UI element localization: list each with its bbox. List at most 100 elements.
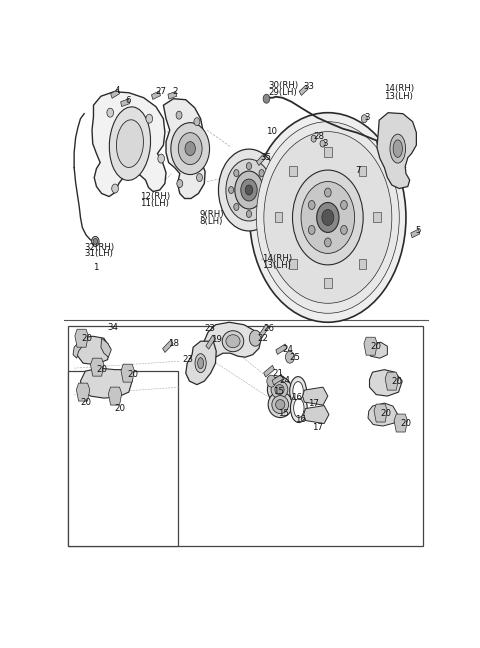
Polygon shape <box>75 329 88 347</box>
Polygon shape <box>76 383 90 401</box>
Polygon shape <box>302 387 328 405</box>
Text: 11(LH): 11(LH) <box>140 199 169 208</box>
Text: 30(RH): 30(RH) <box>268 81 299 89</box>
Text: 12(RH): 12(RH) <box>140 192 170 201</box>
Bar <box>68 371 178 546</box>
Bar <box>68 326 423 546</box>
Text: 28: 28 <box>314 132 324 141</box>
Text: 19: 19 <box>211 335 222 344</box>
Polygon shape <box>385 372 398 390</box>
Circle shape <box>377 138 382 145</box>
Text: 16: 16 <box>291 393 302 402</box>
Ellipse shape <box>198 358 204 369</box>
Circle shape <box>308 200 315 209</box>
Text: 4: 4 <box>115 86 120 95</box>
Circle shape <box>171 122 210 174</box>
Text: 9(RH): 9(RH) <box>200 211 224 220</box>
Text: 5: 5 <box>415 226 421 235</box>
Text: 31(LH): 31(LH) <box>84 249 113 259</box>
Polygon shape <box>377 113 416 189</box>
Text: 8(LH): 8(LH) <box>200 217 223 226</box>
Ellipse shape <box>390 134 406 163</box>
Text: 25: 25 <box>289 353 300 362</box>
Circle shape <box>234 203 239 211</box>
Circle shape <box>267 375 276 387</box>
Circle shape <box>324 238 331 247</box>
Polygon shape <box>256 155 265 165</box>
Polygon shape <box>370 369 402 396</box>
Polygon shape <box>163 98 205 198</box>
Circle shape <box>235 171 263 209</box>
Circle shape <box>361 115 367 122</box>
Ellipse shape <box>117 120 144 167</box>
Circle shape <box>226 159 272 221</box>
Text: 3: 3 <box>364 113 370 122</box>
Polygon shape <box>77 336 110 365</box>
Polygon shape <box>101 338 111 357</box>
Polygon shape <box>92 92 166 196</box>
Ellipse shape <box>275 385 284 395</box>
Circle shape <box>194 118 200 126</box>
Ellipse shape <box>267 376 291 402</box>
Text: 20: 20 <box>128 370 139 379</box>
Bar <box>359 259 366 269</box>
Circle shape <box>308 226 315 235</box>
Ellipse shape <box>294 399 304 417</box>
Bar <box>275 213 282 222</box>
Text: 26: 26 <box>264 324 275 332</box>
Polygon shape <box>120 99 130 106</box>
Ellipse shape <box>268 391 292 417</box>
Circle shape <box>317 202 339 233</box>
Bar <box>289 259 297 269</box>
Polygon shape <box>364 337 377 355</box>
Bar <box>324 279 332 288</box>
Text: 17: 17 <box>309 399 320 408</box>
Circle shape <box>259 203 264 211</box>
Polygon shape <box>91 358 104 376</box>
Text: 14(RH): 14(RH) <box>384 84 415 93</box>
Ellipse shape <box>222 330 244 352</box>
Bar <box>289 166 297 176</box>
Bar <box>324 146 332 157</box>
Text: 14(RH): 14(RH) <box>262 254 292 263</box>
Circle shape <box>250 113 406 322</box>
Polygon shape <box>304 406 329 424</box>
Ellipse shape <box>272 395 288 413</box>
Circle shape <box>177 179 183 187</box>
Circle shape <box>196 174 203 181</box>
Ellipse shape <box>276 400 285 410</box>
Circle shape <box>176 111 182 119</box>
Polygon shape <box>206 335 216 349</box>
Circle shape <box>341 200 348 209</box>
Text: 34: 34 <box>108 323 119 332</box>
Circle shape <box>107 108 114 117</box>
Polygon shape <box>202 322 261 363</box>
Polygon shape <box>272 375 283 385</box>
Circle shape <box>256 122 399 313</box>
Polygon shape <box>81 368 132 398</box>
Circle shape <box>112 184 119 193</box>
Text: 13(LH): 13(LH) <box>384 92 413 100</box>
Polygon shape <box>299 85 308 95</box>
Circle shape <box>234 170 239 177</box>
Polygon shape <box>368 403 398 426</box>
Polygon shape <box>411 229 420 238</box>
Circle shape <box>311 135 316 142</box>
Text: 1: 1 <box>94 263 99 272</box>
Circle shape <box>264 132 392 303</box>
Text: 6: 6 <box>125 96 131 105</box>
Circle shape <box>264 187 269 194</box>
Text: 20: 20 <box>114 404 125 413</box>
Ellipse shape <box>271 380 288 399</box>
Text: 20: 20 <box>96 365 108 374</box>
Text: 23: 23 <box>182 355 193 364</box>
Text: 21: 21 <box>273 369 284 378</box>
Circle shape <box>292 170 363 265</box>
Polygon shape <box>110 89 120 98</box>
Circle shape <box>320 140 325 147</box>
Polygon shape <box>259 325 269 338</box>
Circle shape <box>178 133 202 165</box>
Circle shape <box>301 181 355 253</box>
Text: 15: 15 <box>273 387 284 396</box>
Text: 20: 20 <box>371 341 382 351</box>
